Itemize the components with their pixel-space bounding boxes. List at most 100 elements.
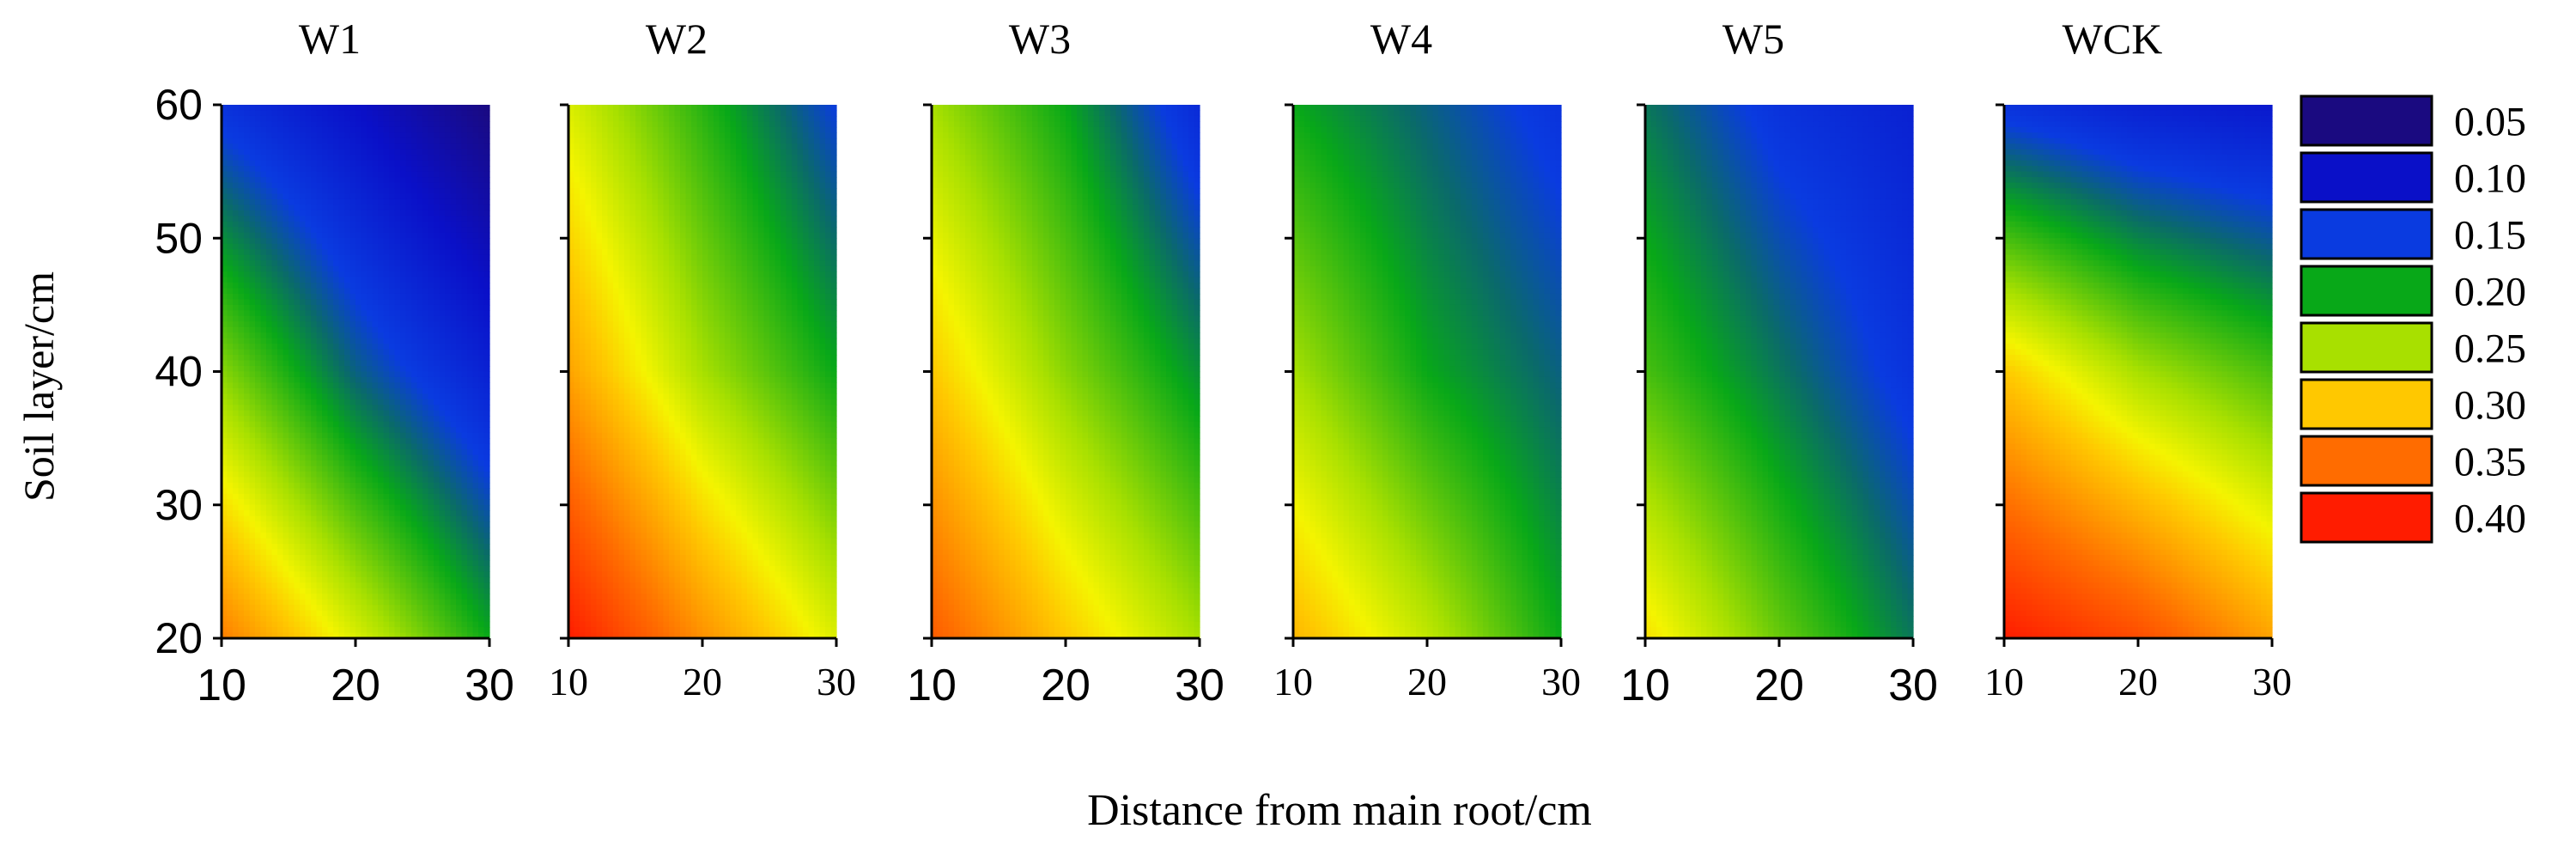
heatmap-cell [422, 488, 428, 494]
heatmap-cell [306, 277, 312, 283]
heatmap-cell [261, 505, 267, 511]
heatmap-cell [422, 327, 428, 333]
heatmap-cell [445, 305, 451, 311]
heatmap-cell [473, 555, 479, 561]
heatmap-cell [277, 622, 283, 628]
heatmap-cell [445, 405, 451, 411]
heatmap-cell [283, 588, 289, 594]
heatmap-cell [680, 105, 686, 111]
heatmap-cell [300, 577, 306, 583]
heatmap-cell [228, 533, 234, 539]
heatmap-cell [277, 477, 283, 483]
heatmap-cell [239, 233, 245, 239]
heatmap-cell [295, 622, 301, 628]
heatmap-cell [389, 627, 395, 633]
heatmap-cell [333, 222, 339, 228]
heatmap-cell [266, 388, 272, 394]
heatmap-cell [333, 483, 339, 489]
heatmap-cell [311, 571, 317, 577]
heatmap-cell [467, 227, 473, 233]
heatmap-cell [411, 582, 417, 588]
heatmap-cell [422, 393, 428, 399]
heatmap-cell [462, 472, 468, 478]
heatmap-cell [277, 332, 283, 338]
heatmap-cell [411, 477, 417, 483]
heatmap-cell [608, 110, 614, 116]
heatmap-cell [462, 155, 468, 161]
heatmap-cell [317, 132, 323, 138]
heatmap-cell [456, 533, 462, 539]
heatmap-cell [233, 544, 239, 550]
heatmap-cell [395, 372, 401, 378]
heatmap-cell [747, 138, 753, 144]
heatmap-cell [322, 388, 328, 394]
heatmap-cell [344, 382, 350, 388]
heatmap-cell [361, 116, 368, 122]
heatmap-cell [473, 488, 479, 494]
heatmap-cell [300, 411, 306, 417]
heatmap-cell [339, 399, 345, 405]
heatmap-cell [317, 605, 323, 611]
heatmap-cell [417, 266, 423, 272]
heatmap-cell [574, 127, 580, 133]
heatmap-cell [244, 627, 250, 633]
heatmap-cell [367, 499, 373, 505]
heatmap-cell [328, 271, 334, 277]
heatmap-cell [328, 433, 334, 439]
heatmap-cell [344, 460, 350, 466]
heatmap-cell [478, 138, 484, 144]
heatmap-cell [317, 332, 323, 338]
heatmap-cell [367, 183, 373, 189]
heatmap-cell [266, 210, 272, 216]
heatmap-cell [300, 488, 306, 494]
heatmap-cell [244, 344, 250, 350]
heatmap-cell [406, 372, 412, 378]
heatmap-cell [422, 521, 428, 527]
heatmap-cell [484, 338, 490, 344]
heatmap-cell [373, 499, 379, 505]
heatmap-cell [440, 233, 446, 239]
heatmap-cell [250, 172, 256, 178]
heatmap-cell [339, 132, 345, 138]
heatmap-cell [378, 399, 384, 405]
heatmap-cell [261, 305, 267, 311]
heatmap-cell [708, 110, 714, 116]
heatmap-cell [395, 249, 401, 255]
heatmap-cell [300, 155, 306, 161]
heatmap-cell [473, 321, 479, 327]
heatmap-cell [473, 166, 479, 172]
heatmap-cell [328, 255, 334, 261]
heatmap-cell [272, 427, 278, 433]
heatmap-cell [317, 299, 323, 305]
heatmap-cell [434, 271, 440, 277]
heatmap-cell [484, 611, 490, 617]
heatmap-cell [456, 316, 462, 322]
heatmap-cell [467, 266, 473, 272]
heatmap-cell [384, 105, 390, 111]
heatmap-cell [322, 472, 328, 478]
heatmap-cell [389, 155, 395, 161]
heatmap-cell [250, 294, 256, 300]
heatmap-cell [266, 483, 272, 489]
heatmap-cell [277, 516, 283, 522]
heatmap-cell [328, 143, 334, 149]
heatmap-cell [422, 321, 428, 327]
heatmap-cell [478, 611, 484, 617]
heatmap-cell [239, 622, 245, 628]
heatmap-cell [389, 422, 395, 428]
heatmap-cell [233, 266, 239, 272]
heatmap-cell [473, 571, 479, 577]
heatmap-cell [328, 283, 334, 289]
heatmap-cell [344, 222, 350, 228]
heatmap-cell [277, 449, 283, 455]
heatmap-cell [317, 210, 323, 216]
heatmap-cell [361, 594, 368, 600]
heatmap-cell [428, 288, 434, 294]
heatmap-cell [339, 194, 345, 200]
heatmap-cell [233, 316, 239, 322]
heatmap-cell [478, 472, 484, 478]
heatmap-cell [361, 310, 368, 316]
heatmap-cell [355, 227, 361, 233]
heatmap-cell [417, 555, 423, 561]
heatmap-cell [434, 466, 440, 472]
